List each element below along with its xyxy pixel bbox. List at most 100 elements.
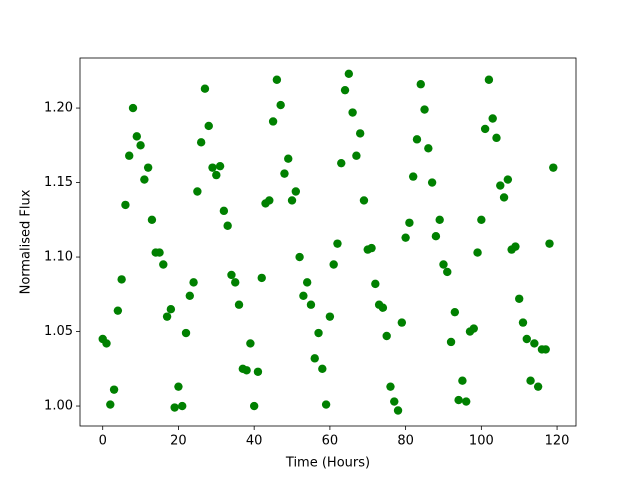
point [276, 100, 285, 110]
point [477, 215, 486, 225]
point [518, 318, 528, 327]
y-tick-label: 1.05 [44, 324, 73, 339]
point [348, 108, 357, 117]
x-tick-label: 120 [545, 434, 570, 449]
point [125, 151, 134, 160]
point [174, 382, 183, 391]
point [446, 337, 456, 347]
y-tick-label: 1.00 [44, 399, 73, 414]
point [405, 218, 414, 227]
point [344, 69, 354, 78]
point [128, 103, 138, 113]
x-tick-label: 40 [246, 434, 263, 449]
y-tick-label: 1.20 [44, 101, 73, 116]
point [511, 242, 520, 251]
point [302, 278, 312, 287]
point [227, 270, 236, 280]
point [193, 187, 202, 196]
point [439, 260, 448, 269]
point [185, 291, 195, 300]
point [257, 273, 266, 283]
point [541, 345, 550, 354]
point [215, 161, 225, 171]
point [484, 75, 494, 84]
point [340, 85, 350, 95]
point [117, 275, 126, 284]
point [435, 215, 444, 225]
y-tick-label: 1.15 [44, 175, 73, 190]
point [242, 366, 251, 375]
point [204, 121, 213, 131]
point [140, 175, 149, 184]
y-tick-label: 1.10 [44, 250, 73, 265]
point [189, 278, 198, 287]
point [416, 80, 425, 89]
point [314, 328, 323, 338]
point [219, 206, 229, 216]
x-tick-label: 0 [99, 434, 107, 449]
point [196, 138, 206, 147]
point [287, 196, 297, 205]
point [231, 278, 240, 287]
plot-frame [79, 57, 577, 427]
point [545, 239, 554, 248]
point [102, 339, 111, 348]
point [159, 260, 168, 269]
point [272, 75, 282, 84]
point [136, 141, 145, 150]
point [533, 382, 543, 391]
point [132, 132, 141, 141]
point [352, 151, 361, 160]
point [549, 163, 558, 172]
point [306, 300, 316, 309]
point [496, 181, 505, 190]
point [155, 248, 164, 257]
point [333, 239, 342, 248]
point [181, 328, 191, 338]
point [212, 170, 221, 180]
point [408, 172, 418, 181]
point [412, 135, 422, 144]
point [318, 364, 327, 373]
point [515, 294, 524, 303]
point [461, 397, 471, 406]
point [280, 169, 289, 178]
point [378, 303, 388, 312]
point [291, 187, 301, 196]
point [359, 196, 369, 205]
point [469, 324, 478, 333]
point [427, 178, 437, 187]
point [473, 248, 482, 257]
point [208, 163, 217, 172]
point [249, 401, 259, 411]
point [325, 312, 335, 321]
point [499, 193, 509, 202]
point [234, 300, 244, 309]
point [443, 267, 452, 277]
point [371, 279, 380, 289]
point [355, 129, 365, 138]
point [310, 354, 319, 363]
point [284, 154, 293, 163]
x-axis-label: Time (Hours) [285, 456, 370, 471]
point [268, 117, 278, 126]
point [382, 331, 391, 341]
y-axis-label: Normalised Flux [19, 189, 34, 294]
point [337, 158, 346, 168]
point [397, 318, 407, 327]
point [106, 400, 115, 409]
point [121, 200, 130, 210]
point [329, 260, 338, 269]
point [265, 196, 274, 205]
point [113, 306, 123, 315]
point [503, 175, 513, 184]
point [480, 124, 490, 134]
point [488, 114, 497, 123]
x-tick-label: 60 [322, 434, 339, 449]
point [170, 403, 179, 412]
x-tick-label: 80 [397, 434, 414, 449]
x-tick-label: 100 [469, 434, 494, 449]
point [424, 144, 433, 153]
point [458, 376, 467, 385]
